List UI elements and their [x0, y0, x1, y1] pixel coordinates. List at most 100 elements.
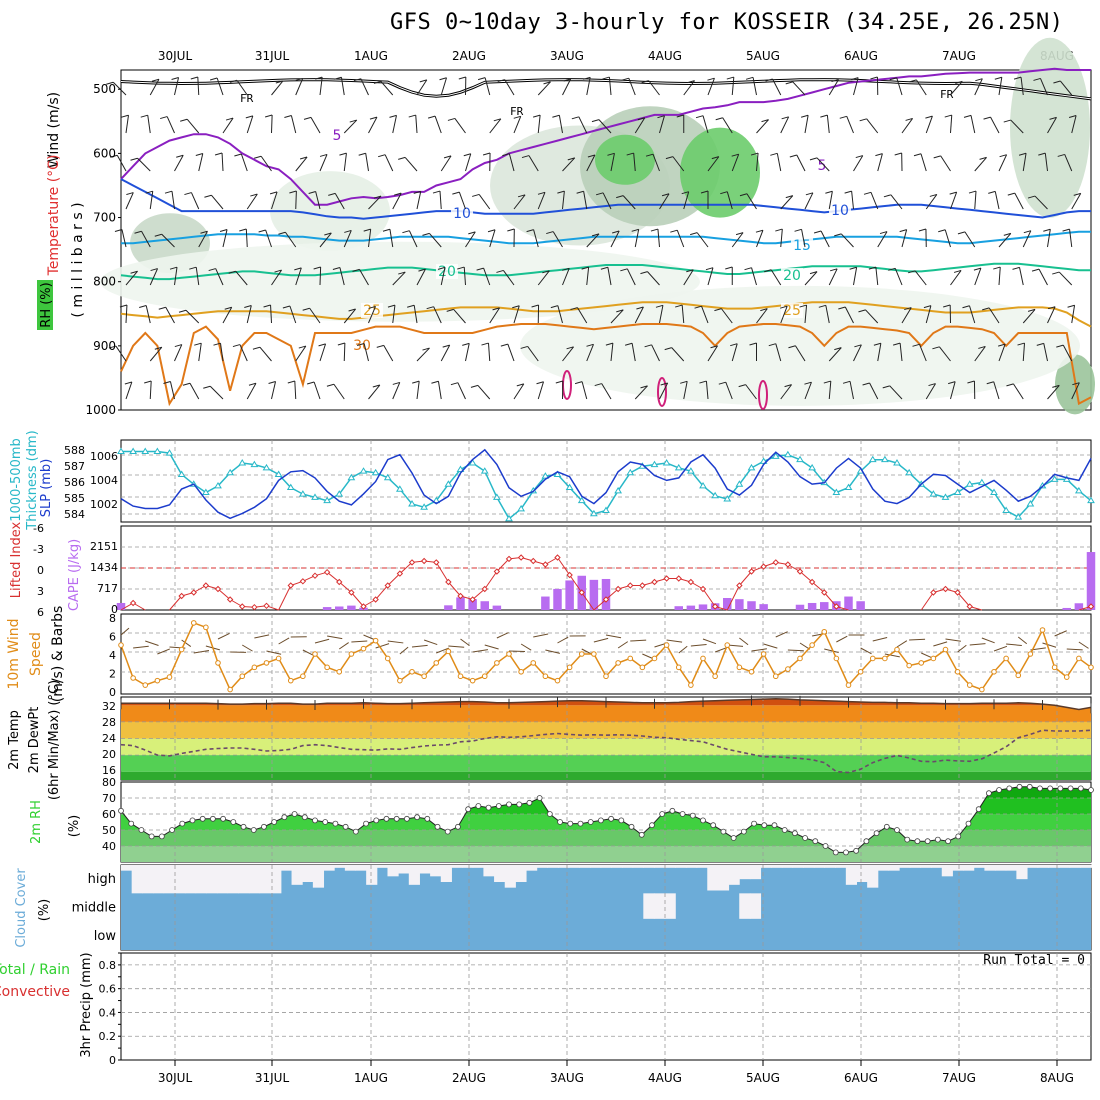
wind-barb: [1034, 195, 1048, 210]
li-point: [408, 559, 416, 566]
wind-barb-10m: [690, 643, 707, 647]
y-tick-label: 20: [102, 748, 116, 761]
cloud-clear-high: [238, 865, 250, 894]
wind-barb: [707, 156, 720, 172]
wind-barb-flag: [873, 342, 882, 346]
wind-barb-flag: [858, 309, 866, 313]
temp-bands: [121, 698, 1091, 780]
li-point: [420, 557, 428, 565]
rh-point: [526, 799, 533, 806]
wind-barb-flag: [145, 190, 153, 194]
wind-barb-flag: [591, 233, 600, 237]
thickness-series-point: [214, 481, 222, 489]
wind-barb-flag: [194, 342, 202, 346]
thickness-series-point: [953, 488, 962, 495]
wind-barb-flag: [521, 155, 530, 159]
wind-barb-flag: [813, 230, 822, 234]
wind-speed-series-point: [178, 646, 185, 653]
wind-barb-flag: [899, 229, 907, 233]
rh-point: [996, 787, 1003, 793]
wind-barb: [392, 271, 406, 286]
wind-barb: [383, 345, 394, 362]
wind-speed-series-point: [772, 673, 779, 680]
wind-speed-series-point: [300, 673, 306, 680]
wind-barb-flag: [470, 384, 479, 388]
wind-barb-flag: [368, 305, 376, 309]
wind-barb-flag: [408, 114, 416, 118]
wind-barb-flag: [324, 232, 332, 236]
wind-barb-flag: [258, 229, 266, 233]
thickness-series-point: [941, 493, 950, 500]
wind-barb-flag: [318, 343, 326, 347]
wind-barb-flag: [571, 116, 579, 120]
wind-barb: [463, 267, 466, 286]
chart-title: GFS 0~10day 3-hourly for KOSSEIR (34.25E…: [390, 10, 1064, 35]
wind-speed-series-point: [1003, 655, 1009, 662]
li-point: [190, 589, 197, 596]
wind-barb-flag: [264, 114, 273, 118]
wind-barb: [137, 157, 151, 172]
wind-speed-series-point: [445, 648, 452, 655]
y-tick-label: 28: [102, 716, 116, 729]
cloud-clear-high: [280, 865, 293, 871]
y-tick-label-left: 588: [64, 444, 85, 457]
wind-barb-10m: [896, 640, 908, 648]
temperature-loop: [657, 377, 667, 407]
thickness-series-point: [1087, 496, 1095, 504]
wind-barb: [875, 267, 879, 286]
cape-bar: [735, 599, 744, 610]
wind-barb-flag: [376, 344, 384, 348]
wind-speed-series-point: [251, 664, 258, 671]
axis-label: 3hr Precip (mm): [79, 952, 94, 1057]
wind-speed-series-point: [906, 662, 912, 669]
wind-barb: [950, 270, 962, 286]
wind-barb: [558, 115, 563, 134]
axis-label: Wind (m/s): [46, 92, 62, 168]
wind-barb-flag: [823, 380, 831, 384]
axis-label: Speed: [28, 632, 44, 676]
rh-legend-box: [37, 280, 53, 330]
wind-barb-flag: [1047, 306, 1056, 310]
axis-label: 2m Temp: [7, 710, 22, 770]
wind-barb: [634, 117, 646, 134]
wind-barb-flag: [443, 155, 452, 159]
li-segment: [435, 562, 449, 583]
wind-speed-series-point: [688, 682, 694, 688]
wind-barb: [756, 153, 759, 172]
freezing-level-label: FR: [510, 105, 524, 118]
wind-barb-flag: [472, 193, 480, 197]
wind-barb: [586, 267, 590, 286]
rh-point: [812, 838, 819, 845]
wind-barb-flag: [182, 382, 191, 386]
wind-speed-series-point: [263, 660, 270, 666]
contour-label: 5: [333, 128, 342, 144]
wind-speed-series-point: [797, 655, 803, 662]
wind-barb-flag: [953, 269, 962, 273]
li-point: [505, 555, 513, 563]
wind-barb-flag: [739, 193, 748, 197]
wind-barb-flag: [353, 78, 362, 82]
thickness-series-point: [298, 490, 307, 497]
wind-barb: [507, 343, 515, 362]
li-point: [384, 582, 391, 589]
cape-bar: [1086, 552, 1096, 610]
cloud-clear-high: [664, 865, 676, 868]
cloud-clear-middle: [653, 893, 666, 919]
wind-barb: [752, 77, 757, 96]
li-segment: [169, 595, 183, 611]
wind-barb: [537, 270, 550, 286]
cloud-clear-high: [494, 865, 506, 882]
thickness-series-point: [674, 463, 683, 471]
cape-bar: [456, 597, 465, 610]
rh-point: [873, 830, 880, 837]
rh-point: [649, 822, 655, 829]
thickness-series-point: [238, 458, 247, 466]
temperature-contour-10: [120, 178, 1091, 220]
wind-barb-10m: [739, 637, 749, 646]
wind-speed-series-point: [918, 660, 925, 666]
wind-speed-series-point: [1039, 627, 1046, 633]
wind-barb: [731, 343, 738, 362]
wind-speed-series-point: [457, 673, 464, 680]
y-tick-label: 32: [102, 700, 116, 713]
wind-barb-flag: [789, 154, 797, 158]
